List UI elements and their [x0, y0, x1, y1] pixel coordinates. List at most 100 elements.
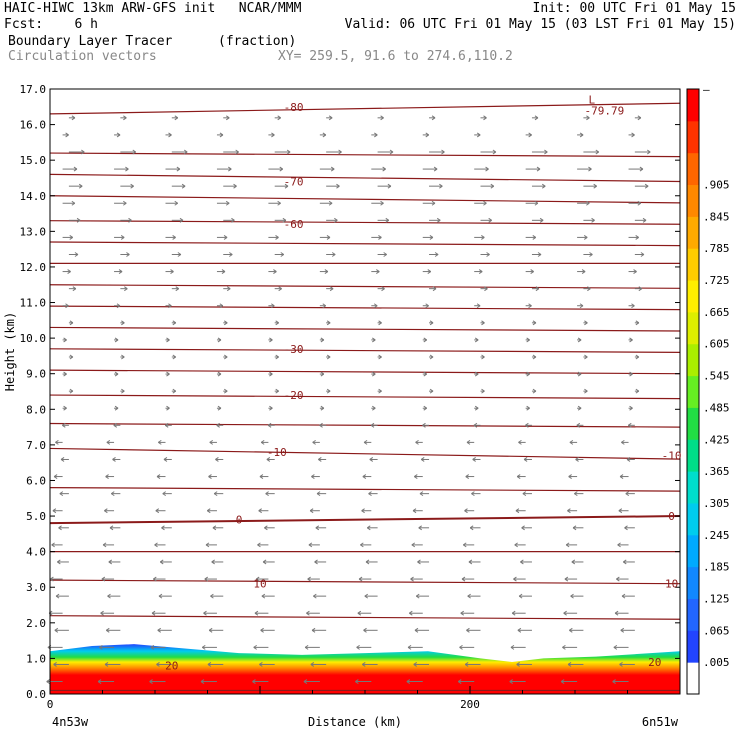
- circulation-vector-head: [646, 149, 651, 155]
- circulation-vector-head: [488, 217, 492, 223]
- circulation-vector-head: [526, 337, 530, 343]
- circulation-vector-head: [275, 388, 279, 394]
- circulation-vector-head: [640, 252, 645, 257]
- circulation-vector-head: [164, 422, 169, 428]
- circulation-vector-head: [433, 166, 438, 172]
- circulation-vector-head: [172, 354, 177, 360]
- temperature-contour: [49, 369, 681, 375]
- contour-label: -10: [267, 446, 287, 459]
- circulation-vector-head: [378, 320, 382, 326]
- circulation-vector-head: [72, 286, 77, 292]
- circulation-vector-head: [387, 183, 392, 189]
- circulation-vector-head: [181, 183, 186, 189]
- circulation-vector-head: [570, 593, 574, 599]
- circulation-vector-head: [104, 508, 108, 514]
- circulation-vector-head: [322, 132, 327, 138]
- circulation-vector-head: [569, 439, 574, 445]
- circulation-vector-head: [269, 337, 273, 343]
- temperature-contour: [49, 284, 681, 289]
- colorbar-top-label: —: [703, 83, 710, 96]
- circulation-vector-head: [328, 115, 333, 121]
- circulation-vector-head: [528, 303, 532, 309]
- circulation-vector-head: [286, 149, 291, 155]
- circulation-vector-head: [304, 644, 309, 650]
- circulation-vector-head: [429, 388, 434, 394]
- circulation-vector-head: [328, 200, 333, 206]
- circulation-vector-head: [483, 115, 487, 121]
- circulation-vector-head: [109, 525, 114, 531]
- circulation-vector-head: [99, 644, 103, 650]
- circulation-vector-head: [58, 525, 62, 531]
- circulation-vector-head: [284, 183, 289, 189]
- circulation-vector-head: [638, 286, 643, 292]
- circulation-vector-head: [460, 610, 465, 616]
- circulation-vector-head: [309, 508, 314, 514]
- colorbar-swatch: [687, 248, 699, 281]
- contour-label: 20: [165, 660, 178, 673]
- colorbar-frame: [686, 88, 700, 695]
- circulation-vector-head: [382, 166, 386, 172]
- circulation-vector-head: [212, 525, 217, 531]
- circulation-vector-head: [307, 576, 311, 582]
- colorbar-label: .845: [703, 210, 730, 223]
- temperature-contour: [49, 579, 681, 585]
- circulation-vector-head: [515, 508, 520, 514]
- circulation-vector-head: [311, 474, 315, 479]
- circulation-vector-head: [577, 337, 582, 343]
- x-left-endpoint: 4n53w: [52, 715, 89, 729]
- circulation-vector-head: [326, 234, 331, 240]
- circulation-vector-head: [175, 286, 180, 292]
- circulation-vector-head: [474, 371, 479, 377]
- circulation-vector-head: [579, 303, 584, 309]
- circulation-vector-head: [378, 354, 382, 360]
- circulation-vector-head: [532, 320, 537, 326]
- contour-label: -70: [284, 176, 304, 189]
- circulation-vector-head: [231, 217, 235, 223]
- circulation-vector-head: [207, 662, 212, 667]
- circulation-vector-head: [464, 508, 468, 514]
- circulation-vector-head: [576, 422, 581, 428]
- circulation-vector-head: [223, 320, 228, 326]
- circulation-vector-head: [415, 593, 420, 599]
- circulation-vector-head: [415, 439, 419, 445]
- circulation-vector-head: [65, 132, 69, 138]
- circulation-vector-head: [637, 115, 642, 121]
- circulation-vector-head: [110, 491, 115, 497]
- circulation-vector-head: [411, 542, 416, 548]
- y-tick-label: 2.0: [26, 617, 46, 630]
- circulation-vector-head: [469, 525, 474, 531]
- circulation-vector-head: [589, 252, 593, 257]
- circulation-vector-head: [326, 320, 331, 326]
- colorbar-label: .665: [703, 306, 730, 319]
- colorbar-swatch: [687, 566, 699, 599]
- circulation-vector-head: [518, 439, 522, 445]
- circulation-vector-head: [427, 269, 432, 274]
- circulation-vector-head: [176, 166, 181, 172]
- circulation-vector-head: [534, 115, 539, 121]
- circulation-vector-head: [429, 320, 434, 326]
- circulation-vector-head: [336, 183, 340, 189]
- temperature-contour: [49, 326, 681, 332]
- circulation-vector-head: [275, 354, 279, 360]
- circulation-vector-head: [472, 457, 476, 462]
- contour-label: -80: [284, 101, 304, 114]
- circulation-vector-head: [461, 576, 466, 582]
- circulation-vector-head: [55, 593, 60, 599]
- circulation-vector-head: [53, 662, 57, 667]
- circulation-vector-head: [420, 457, 425, 462]
- circulation-vector-head: [201, 644, 206, 650]
- circulation-vector-head: [128, 217, 132, 223]
- colorbar-label: .905: [703, 179, 730, 192]
- circulation-vector-head: [315, 525, 320, 531]
- colorbar-swatch: [687, 152, 699, 186]
- circulation-vector-head: [154, 542, 158, 548]
- circulation-vector-head: [385, 217, 390, 223]
- circulation-vector-head: [474, 337, 479, 343]
- circulation-vector-head: [629, 337, 633, 343]
- x-axis-label: Distance (km): [308, 715, 402, 729]
- circulation-vector-head: [380, 115, 384, 121]
- colorbar-label: .305: [703, 497, 730, 510]
- circulation-vector-head: [55, 439, 59, 445]
- circulation-vector-head: [102, 542, 107, 548]
